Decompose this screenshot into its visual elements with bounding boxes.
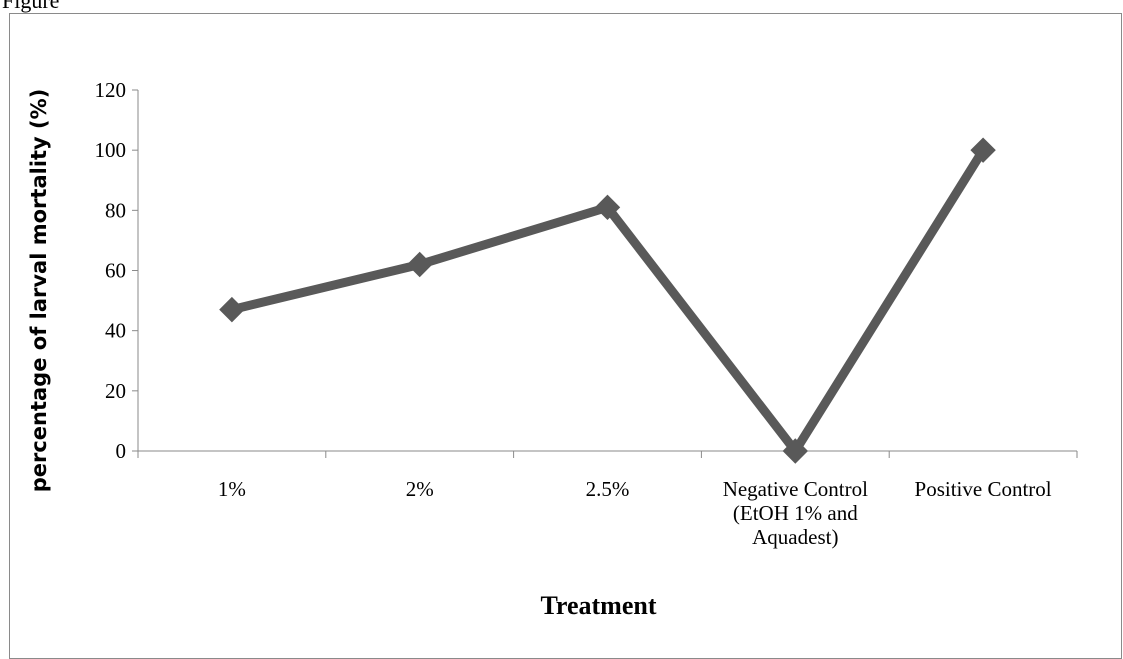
labels-layer: 0 20 40 60 80 100 120 1% 2% 2.5% Negative Control(… bbox=[27, 78, 1052, 620]
data-point-marker bbox=[219, 296, 245, 323]
x-category-label: Positive Control bbox=[915, 477, 1052, 501]
x-category-label: Negative Control (EtOH 1% and Aquadest) bbox=[723, 477, 868, 549]
axes bbox=[132, 89, 1078, 458]
y-tick-label: 40 bbox=[105, 319, 126, 343]
y-tick-label: 20 bbox=[105, 379, 126, 403]
y-axis-title: percentage of larval mortality (%) bbox=[27, 89, 51, 493]
x-category-label-line: Positive Control bbox=[915, 477, 1052, 501]
x-category-label: 1% bbox=[218, 477, 246, 501]
x-category-label-line: (EtOH 1% and bbox=[733, 501, 858, 525]
figure-caption: Figure bbox=[2, 0, 60, 13]
x-category-label-line: 2% bbox=[406, 477, 434, 501]
y-tick-label: 120 bbox=[95, 78, 127, 102]
series-layer bbox=[219, 137, 996, 464]
data-point-marker bbox=[406, 251, 433, 278]
x-category-label: 2% bbox=[406, 477, 434, 501]
chart-frame: 0 20 40 60 80 100 120 1% 2% 2.5% Negative Control(… bbox=[9, 13, 1122, 659]
data-point-marker bbox=[970, 137, 996, 163]
line-chart: 0 20 40 60 80 100 120 1% 2% 2.5% Negative Control(… bbox=[27, 78, 1078, 620]
x-category-label: 2.5% bbox=[586, 477, 630, 501]
x-category-label-line: Aquadest) bbox=[752, 525, 838, 549]
y-tick-label: 0 bbox=[116, 439, 127, 463]
x-axis-title: Treatment bbox=[541, 591, 657, 620]
y-tick-label: 100 bbox=[95, 138, 127, 162]
data-point-marker bbox=[782, 438, 809, 464]
x-category-label-line: Negative Control bbox=[723, 477, 868, 501]
x-category-label-line: 2.5% bbox=[586, 477, 630, 501]
y-tick-label: 80 bbox=[105, 198, 126, 222]
data-point-marker bbox=[594, 194, 621, 221]
y-tick-label: 60 bbox=[105, 259, 126, 283]
x-category-label-line: 1% bbox=[218, 477, 246, 501]
